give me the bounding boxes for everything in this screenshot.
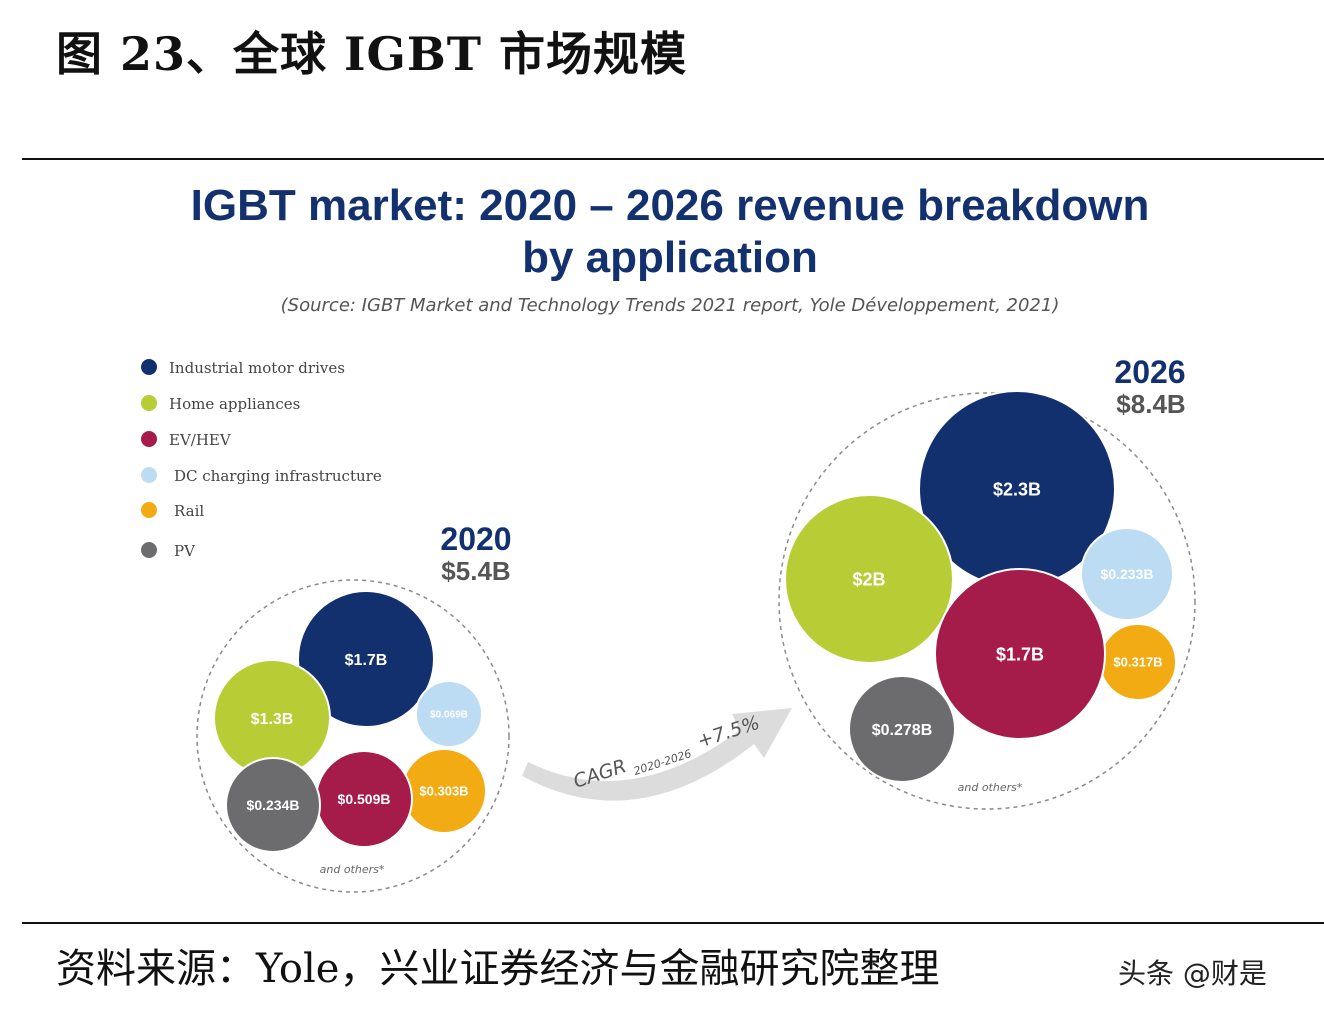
total-label-2026: $8.4B bbox=[1116, 389, 1185, 419]
year-label-2020: 2020 bbox=[440, 521, 511, 557]
cagr-arrow: CAGR 2020-2026 +7.5% bbox=[522, 708, 792, 801]
bubble-label-2026-home-appliances: $2B bbox=[852, 569, 885, 589]
chart-title-line2: by application bbox=[522, 233, 818, 282]
legend-marker-rail bbox=[141, 502, 157, 518]
boundary-2026 bbox=[778, 392, 1196, 810]
bubble-label-2020-pv: $0.234B bbox=[247, 797, 300, 813]
legend-label-industrial-motor-drives: Industrial motor drives bbox=[169, 359, 345, 377]
legend-marker-ev-hev bbox=[141, 431, 157, 447]
legend-label-dc-charging-infrastructure: DC charging infrastructure bbox=[174, 467, 382, 485]
legend-marker-home-appliances bbox=[141, 395, 157, 411]
bubble-2026-dc-charging-infrastructure bbox=[1080, 527, 1174, 621]
chart-subtitle: (Source: IGBT Market and Technology Tren… bbox=[281, 295, 1060, 316]
footer-source: 资料来源：Yole，兴业证券经济与金融研究院整理 bbox=[56, 946, 940, 992]
year-label-2026: 2026 bbox=[1114, 354, 1185, 390]
chart-title: IGBT market: 2020 – 2026 revenue breakdo… bbox=[191, 181, 1150, 230]
legend-marker-dc-charging-infrastructure bbox=[141, 467, 157, 483]
bubble-label-2020-industrial-motor-drives: $1.7B bbox=[345, 652, 388, 669]
bubble-label-2020-home-appliances: $1.3B bbox=[251, 711, 294, 728]
bubble-label-2020-rail: $0.303B bbox=[419, 784, 468, 799]
year-2020-group: 2020 $5.4B and others* bbox=[196, 521, 512, 893]
legend: Industrial motor drives Home appliances EV… bbox=[141, 359, 382, 560]
bubble-label-2026-ev-hev: $1.7B bbox=[996, 644, 1044, 664]
bubble-label-2026-industrial-motor-drives: $2.3B bbox=[993, 479, 1041, 499]
figure-title: 图 23、全球 IGBT 市场规模 bbox=[56, 27, 687, 81]
top-rule bbox=[22, 158, 1324, 160]
bubble-2020-dc-charging-infrastructure bbox=[415, 680, 483, 748]
bottom-rule bbox=[22, 922, 1324, 924]
bubbles: $1.7B $1.3B $0.069B $0.303B $0.509B $0.234B $2… bbox=[213, 390, 1177, 853]
total-label-2020: $5.4B bbox=[441, 556, 510, 586]
legend-label-home-appliances: Home appliances bbox=[169, 395, 300, 413]
bubble-2020-industrial-motor-drives bbox=[297, 590, 435, 728]
boundary-2020 bbox=[196, 579, 510, 893]
bubble-label-2026-pv: $0.278B bbox=[872, 722, 933, 739]
bubble-2020-pv bbox=[225, 757, 321, 853]
bubble-label-2026-dc-charging-infrastructure: $0.233B bbox=[1101, 566, 1154, 582]
legend-label-ev-hev: EV/HEV bbox=[169, 431, 232, 449]
year-2026-group: 2026 $8.4B and others* bbox=[778, 354, 1196, 810]
footnote-2020: and others* bbox=[320, 863, 385, 876]
bubble-label-2020-ev-hev: $0.509B bbox=[338, 791, 391, 807]
legend-marker-industrial-motor-drives bbox=[141, 359, 157, 375]
legend-label-rail: Rail bbox=[174, 502, 204, 520]
bubble-2026-pv bbox=[848, 675, 956, 783]
legend-label-pv: PV bbox=[174, 542, 196, 560]
bubble-label-2020-dc-charging-infrastructure: $0.069B bbox=[430, 710, 468, 721]
bubble-label-2026-rail: $0.317B bbox=[1113, 655, 1162, 670]
footnote-2026: and others* bbox=[958, 781, 1023, 794]
bubble-2026-home-appliances bbox=[784, 494, 954, 664]
footer-watermark: 头条 @财是 bbox=[1118, 957, 1267, 990]
legend-marker-pv bbox=[141, 542, 157, 558]
cagr-arrow-shape bbox=[522, 708, 792, 801]
bubble-2026-ev-hev bbox=[934, 568, 1106, 740]
